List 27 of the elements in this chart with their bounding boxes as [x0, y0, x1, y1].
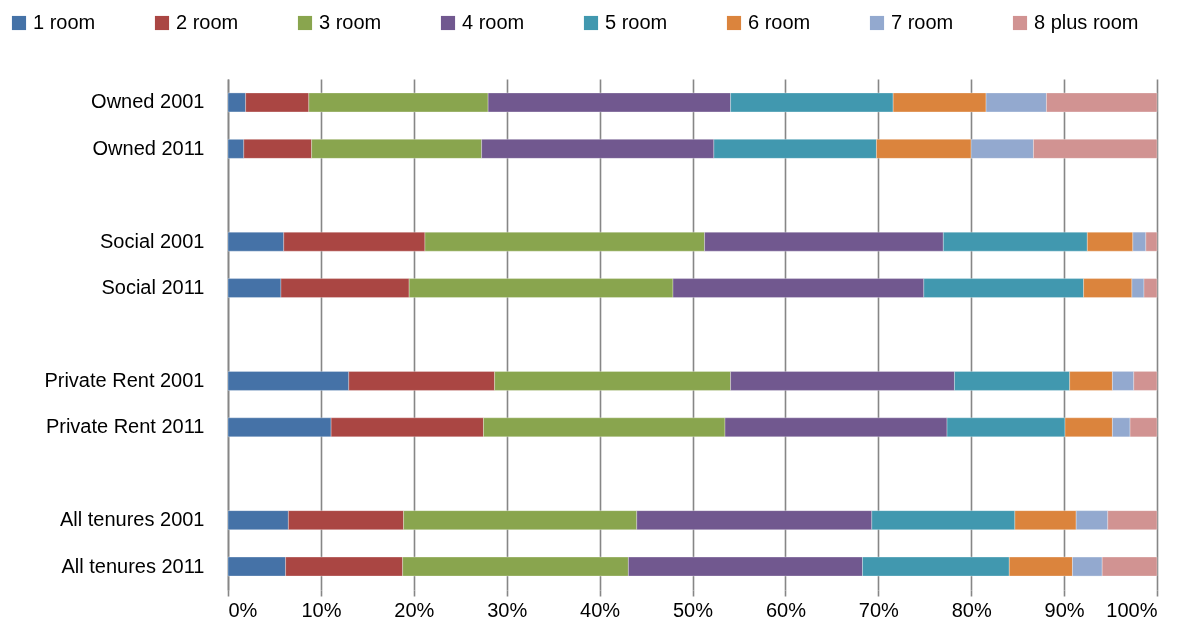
y-tick-label: All tenures 2001 — [59, 508, 205, 531]
y-tick-label: Social 2011 — [101, 276, 205, 299]
legend-label: 2 room — [176, 11, 239, 33]
x-tick-label: 70% — [858, 598, 900, 621]
legend-label: 8 plus room — [1034, 11, 1139, 33]
x-tick-label: 50% — [672, 598, 714, 621]
legend-label: 7 room — [891, 11, 954, 33]
x-tick-label: 30% — [487, 598, 528, 621]
legend-label: 5 room — [605, 11, 668, 33]
legend-label: 4 room — [462, 11, 525, 33]
y-tick-label: Owned 2011 — [92, 136, 205, 159]
legend-label: 6 room — [748, 11, 811, 33]
legend-label: 1 room — [33, 11, 96, 33]
y-tick-label: Private Rent 2011 — [45, 415, 205, 438]
y-tick-label: Owned 2001 — [91, 90, 205, 113]
x-tick-label: 0% — [228, 598, 258, 621]
x-tick-label: 90% — [1044, 598, 1085, 621]
x-tick-label: 100% — [1106, 598, 1158, 621]
x-tick-label: 40% — [580, 598, 621, 621]
x-tick-label: 80% — [951, 598, 992, 621]
x-tick-label: 10% — [301, 598, 342, 621]
x-tick-label: 60% — [765, 598, 807, 621]
y-tick-label: Social 2001 — [99, 229, 205, 252]
y-tick-label: Private Rent 2001 — [44, 368, 205, 391]
legend-label: 3 room — [319, 11, 382, 33]
x-tick-label: 20% — [394, 598, 435, 621]
y-tick-label: All tenures 2011 — [61, 554, 205, 577]
